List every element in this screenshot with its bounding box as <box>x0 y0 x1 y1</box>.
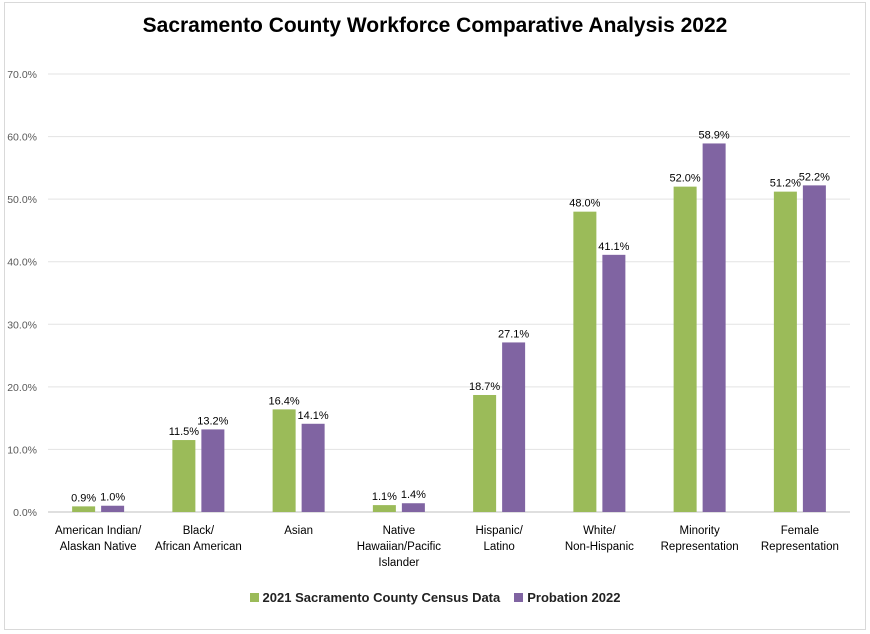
data-label: 14.1% <box>298 410 329 422</box>
bar <box>201 429 225 512</box>
data-label: 52.2% <box>799 171 830 183</box>
y-tick-label: 70.0% <box>7 69 37 81</box>
x-tick-label: Female <box>781 525 819 537</box>
bar <box>301 423 325 512</box>
data-label: 18.7% <box>469 381 500 393</box>
bar <box>372 505 396 512</box>
x-tick-label: African American <box>155 541 242 553</box>
data-label: 0.9% <box>71 492 96 504</box>
legend-item-census: 2021 Sacramento County Census Data <box>249 590 501 605</box>
y-tick-label: 50.0% <box>7 194 37 206</box>
bar <box>573 211 597 512</box>
x-tick-label: Representation <box>761 541 839 553</box>
bar <box>401 503 425 512</box>
data-label: 48.0% <box>569 198 600 210</box>
x-tick-label: Hawaiian/Pacific <box>357 541 442 553</box>
bar <box>773 191 797 513</box>
bar <box>602 254 626 512</box>
data-label: 51.2% <box>770 178 801 190</box>
data-label: 11.5% <box>169 426 200 438</box>
y-tick-label: 40.0% <box>7 257 37 269</box>
bar <box>673 186 697 512</box>
data-label: 27.1% <box>498 328 529 340</box>
y-tick-label: 20.0% <box>7 382 37 394</box>
x-tick-label: Non-Hispanic <box>565 541 634 553</box>
bar <box>473 394 497 512</box>
data-label: 58.9% <box>699 129 730 141</box>
data-label: 1.4% <box>401 489 426 501</box>
legend-swatch <box>249 593 259 602</box>
bar <box>702 143 726 512</box>
chart-title: Sacramento County Workforce Comparative … <box>142 14 728 37</box>
x-tick-label: Black/ <box>183 525 215 537</box>
x-tick-label: Asian <box>284 525 313 537</box>
data-label: 13.2% <box>197 415 228 427</box>
legend-item-probation: Probation 2022 <box>514 590 620 605</box>
chart-frame <box>4 2 866 630</box>
legend: 2021 Sacramento County Census Data Proba… <box>0 590 870 605</box>
x-tick-label: Minority <box>679 525 720 537</box>
y-tick-label: 10.0% <box>7 444 37 456</box>
bar <box>502 342 526 512</box>
data-label: 52.0% <box>670 173 701 185</box>
x-tick-label: Native <box>383 525 416 537</box>
x-tick-label: Hispanic/ <box>475 525 523 537</box>
bar <box>272 409 296 512</box>
legend-swatch <box>514 593 524 602</box>
y-tick-label: 30.0% <box>7 319 37 331</box>
data-label: 1.0% <box>100 492 125 504</box>
x-tick-label: American Indian/ <box>55 525 142 537</box>
y-tick-label: 0.0% <box>13 507 37 519</box>
x-tick-label: White/ <box>583 525 616 537</box>
bar <box>101 505 125 512</box>
data-label: 1.1% <box>372 491 397 503</box>
x-tick-label: Islander <box>378 557 419 569</box>
legend-label: Probation 2022 <box>527 590 621 605</box>
legend-label: 2021 Sacramento County Census Data <box>262 590 501 605</box>
data-label: 41.1% <box>598 241 629 253</box>
x-tick-label: Representation <box>661 541 739 553</box>
x-tick-label: Latino <box>483 541 514 553</box>
bar <box>72 506 96 512</box>
x-tick-label: Alaskan Native <box>60 541 137 553</box>
bar <box>802 185 826 512</box>
data-label: 16.4% <box>269 395 300 407</box>
y-tick-label: 60.0% <box>7 132 37 144</box>
bar <box>172 440 196 512</box>
